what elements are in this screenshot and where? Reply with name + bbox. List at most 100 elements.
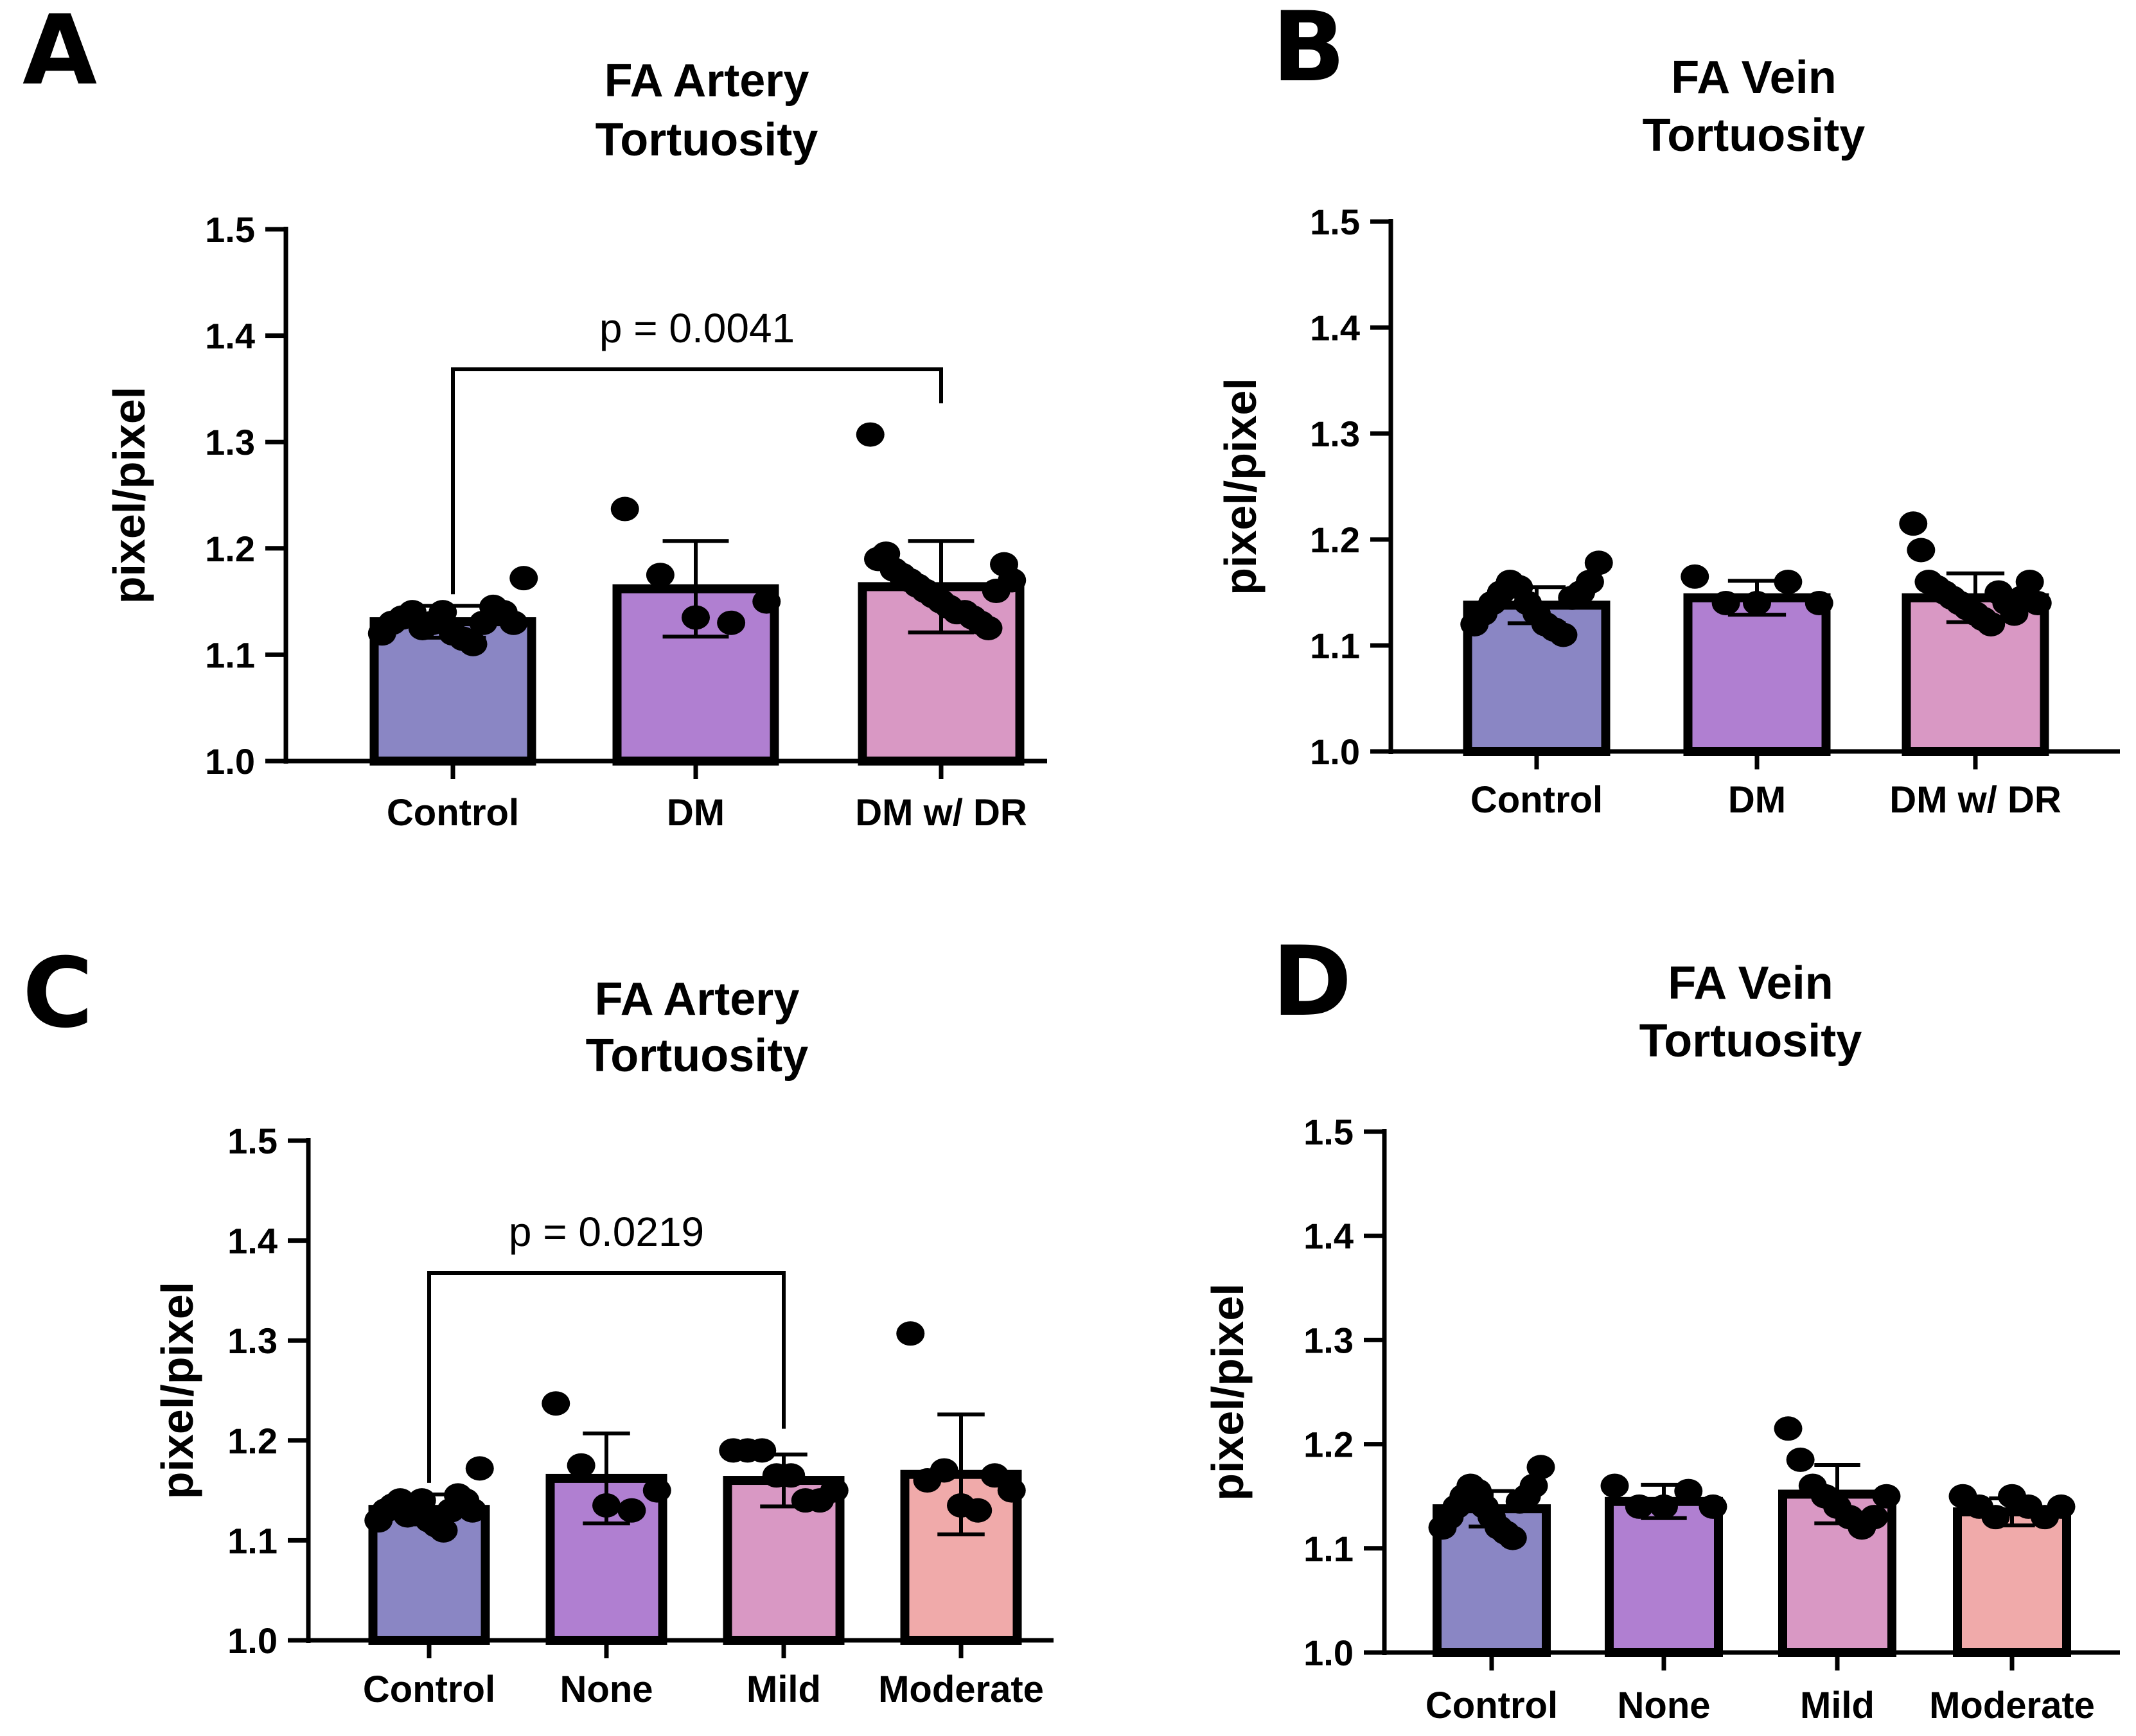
data-point — [717, 610, 746, 635]
data-point — [997, 1478, 1026, 1503]
data-point — [1498, 1525, 1527, 1550]
chart-title-line-2: Tortuosity — [1643, 110, 1866, 161]
data-point — [1786, 1447, 1815, 1472]
y-axis-label: pixel/pixel — [104, 387, 154, 604]
data-point — [1872, 1484, 1901, 1509]
data-point — [1699, 1494, 1727, 1519]
x-tick-label: Control — [1470, 779, 1603, 821]
p-value-label: p = 0.0219 — [509, 1209, 704, 1255]
significance-bracket — [427, 1271, 786, 1483]
data-point — [1860, 1505, 1889, 1530]
panel-d: D FA Vein Tortuosity pixel/pixel Control None… — [1203, 926, 2120, 1726]
y-tick-label: 1.1 — [227, 1520, 278, 1561]
bar-3 — [1953, 1507, 2071, 1658]
panel-letter: A — [22, 0, 97, 107]
chart-title-line-1: FA Artery — [605, 55, 809, 107]
x-tick-label: Moderate — [878, 1669, 1044, 1710]
data-point — [1774, 1416, 1803, 1441]
x-tick-label: Moderate — [1929, 1685, 2095, 1726]
data-point — [998, 568, 1027, 593]
y-tick-label: 1.3 — [1310, 414, 1360, 454]
data-point — [458, 1498, 487, 1523]
y-tick-label: 1.1 — [205, 635, 255, 675]
panel-b: B FA Vein Tortuosity pixel/pixel Control DM DM… — [1215, 0, 2120, 821]
panel-letter: B — [1272, 0, 1345, 103]
bar-1 — [1683, 593, 1831, 756]
data-point — [2015, 570, 2044, 594]
data-point — [777, 1463, 806, 1488]
data-point — [428, 600, 457, 625]
x-tick-label: DM w/ DR — [1889, 779, 2061, 821]
x-tick-label: Mild — [1800, 1685, 1875, 1726]
data-point — [1600, 1473, 1629, 1498]
x-tick-label: DM w/ DR — [855, 792, 1027, 834]
x-tick-label: None — [560, 1669, 653, 1710]
chart-title-line-1: FA Artery — [595, 974, 800, 1025]
y-axis-label: pixel/pixel — [1215, 378, 1266, 595]
data-point — [465, 1456, 494, 1481]
x-tick-label: None — [1618, 1685, 1711, 1726]
data-point — [1981, 1505, 2010, 1530]
data-point — [964, 1498, 993, 1523]
y-tick-label: 1.2 — [1310, 520, 1360, 560]
data-point — [1681, 564, 1709, 589]
significance-bracket — [451, 367, 943, 595]
data-point — [1549, 622, 1578, 647]
chart-title-line-2: Tortuosity — [586, 1030, 809, 1082]
data-point — [646, 563, 675, 588]
data-point — [1519, 1473, 1548, 1498]
y-tick-label: 1.4 — [1310, 308, 1360, 348]
y-tick-label: 1.2 — [227, 1421, 278, 1461]
data-point — [752, 589, 781, 614]
data-point — [856, 422, 885, 447]
data-point — [1674, 1478, 1703, 1504]
data-point — [748, 1438, 777, 1463]
y-axis-label: pixel/pixel — [1203, 1283, 1253, 1500]
data-point — [592, 1493, 621, 1518]
chart-title-line-1: FA Vein — [1671, 52, 1836, 103]
y-tick-label: 1.4 — [227, 1221, 278, 1261]
y-tick-label: 1.5 — [1303, 1112, 1354, 1152]
y-tick-label: 1.5 — [227, 1121, 278, 1161]
panel-letter: C — [22, 938, 93, 1049]
y-tick-label: 1.0 — [1310, 732, 1360, 772]
data-point — [499, 610, 528, 635]
x-tick-label: Control — [387, 792, 519, 834]
bar-1 — [1605, 1496, 1723, 1658]
data-point — [2023, 591, 2052, 615]
data-point — [896, 1321, 925, 1346]
y-tick-label: 1.1 — [1303, 1529, 1354, 1569]
y-tick-label: 1.4 — [205, 316, 255, 356]
y-tick-label: 1.3 — [205, 422, 255, 462]
y-tick-label: 1.2 — [205, 529, 255, 569]
data-point — [567, 1453, 596, 1478]
p-value-label: p = 0.0041 — [599, 305, 795, 351]
x-tick-label: DM — [1728, 779, 1786, 821]
data-point — [1907, 538, 1936, 563]
data-point — [1526, 1455, 1555, 1480]
data-point — [1650, 1494, 1678, 1519]
y-tick-label: 1.0 — [227, 1620, 278, 1661]
y-axis-label: pixel/pixel — [152, 1282, 202, 1499]
data-point — [820, 1478, 849, 1503]
x-tick-label: DM — [667, 792, 725, 834]
data-point — [642, 1478, 671, 1503]
panel-letter: D — [1272, 926, 1352, 1038]
data-point — [617, 1498, 646, 1523]
data-point — [1977, 612, 2006, 636]
data-point — [980, 1463, 1009, 1488]
data-point — [407, 1488, 436, 1513]
x-tick-label: Control — [1425, 1685, 1558, 1726]
data-point — [1584, 550, 1613, 575]
data-point — [1711, 591, 1740, 615]
data-point — [610, 496, 639, 522]
data-point — [1575, 570, 1604, 594]
data-point — [1899, 511, 1928, 536]
x-tick-label: Control — [363, 1669, 495, 1710]
data-point — [509, 566, 538, 591]
y-tick-label: 1.2 — [1303, 1425, 1354, 1465]
y-tick-label: 1.5 — [205, 209, 255, 250]
data-point — [2047, 1494, 2076, 1519]
